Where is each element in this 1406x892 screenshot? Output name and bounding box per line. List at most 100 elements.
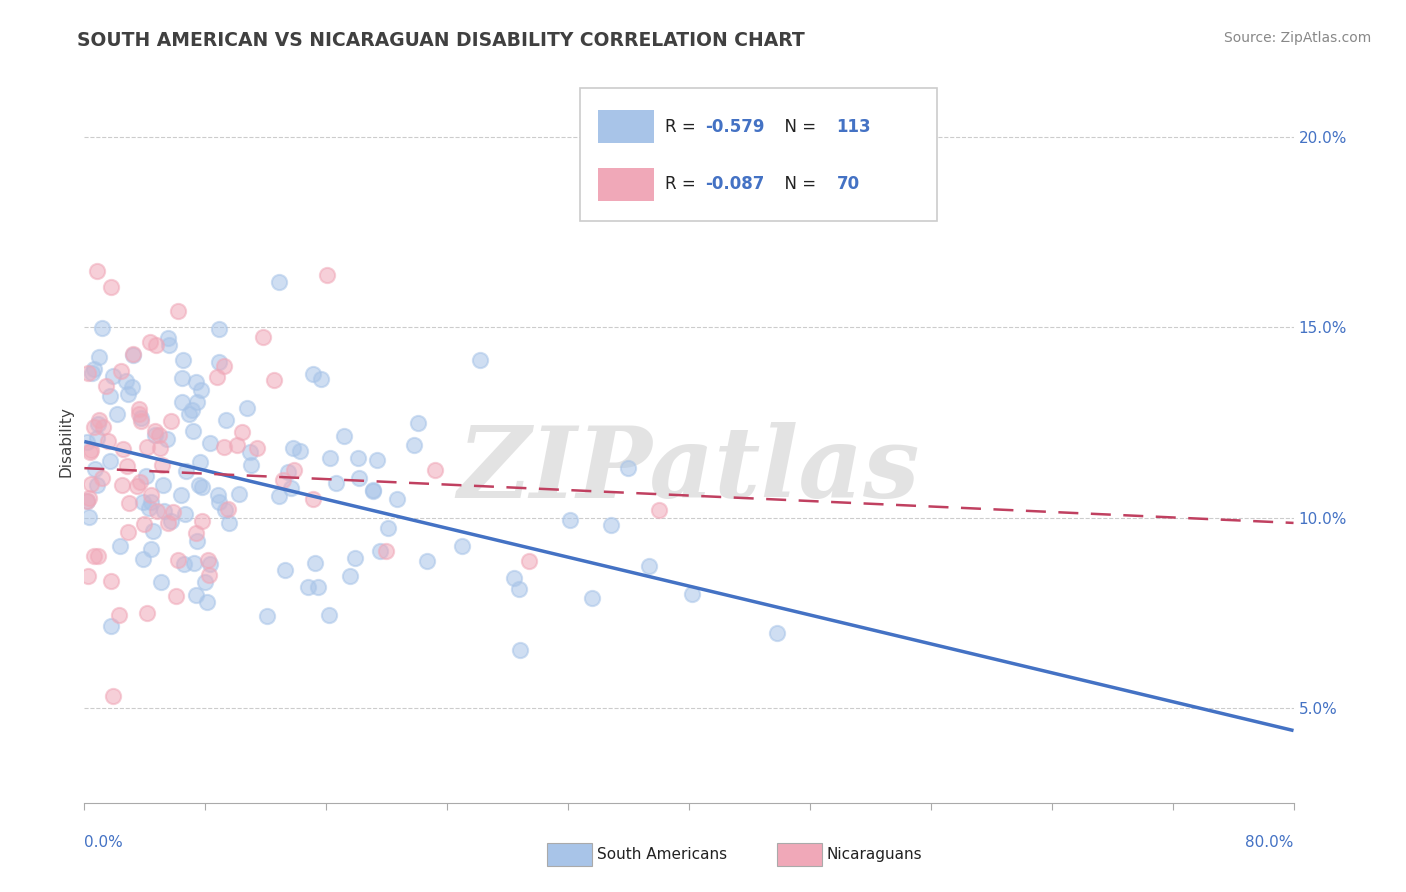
Point (90, 471, 112, 485)
Point (218, 516, 240, 530)
Point (166, 553, 188, 567)
Point (77, 568, 100, 582)
FancyBboxPatch shape (547, 843, 592, 865)
Point (135, 606, 157, 620)
Point (160, 515, 183, 529)
Point (170, 371, 193, 385)
Point (470, 353, 492, 368)
Point (117, 387, 139, 401)
Point (177, 407, 200, 421)
Point (252, 329, 274, 343)
Point (83, 549, 105, 564)
FancyBboxPatch shape (599, 168, 654, 201)
Point (77, 510, 100, 524)
Point (76, 494, 98, 508)
Point (316, 268, 339, 282)
Point (98, 389, 121, 403)
Point (503, 570, 526, 584)
Point (77, 491, 100, 505)
Point (231, 425, 253, 439)
Point (166, 303, 188, 318)
Point (77, 367, 100, 381)
Point (110, 539, 132, 553)
Point (83, 362, 105, 376)
Point (138, 500, 160, 515)
Point (156, 432, 179, 446)
Point (100, 619, 122, 633)
Point (115, 374, 138, 388)
Point (280, 481, 302, 495)
Point (87, 417, 110, 431)
Point (153, 504, 176, 518)
Point (80, 366, 103, 380)
Point (141, 488, 163, 502)
Point (148, 427, 170, 442)
Point (170, 395, 193, 409)
Point (87, 350, 110, 364)
Point (172, 352, 194, 367)
Text: Nicaraguans: Nicaraguans (827, 847, 922, 863)
Point (347, 471, 370, 485)
Point (408, 417, 430, 431)
Point (174, 464, 197, 478)
Point (146, 504, 169, 518)
Point (339, 569, 361, 583)
Point (83, 420, 105, 434)
Point (423, 463, 446, 477)
Point (105, 407, 128, 421)
Point (377, 521, 399, 535)
Point (100, 280, 122, 294)
Point (111, 477, 134, 491)
Point (98, 454, 121, 468)
Point (304, 556, 326, 570)
Point (96, 379, 118, 393)
Point (194, 574, 217, 589)
Point (281, 441, 304, 455)
Text: ZIPatlas: ZIPatlas (458, 422, 920, 518)
Point (181, 402, 204, 417)
Point (195, 595, 218, 609)
Text: 80.0%: 80.0% (1246, 835, 1294, 850)
Point (117, 524, 139, 539)
Point (361, 483, 384, 498)
Text: -0.579: -0.579 (704, 118, 763, 136)
Point (145, 338, 167, 352)
Point (269, 489, 291, 503)
Point (121, 380, 143, 394)
Point (86, 431, 108, 445)
Point (307, 580, 329, 594)
Point (129, 475, 152, 489)
Point (150, 458, 173, 472)
Y-axis label: Disability: Disability (58, 406, 73, 477)
Point (368, 544, 391, 558)
Point (318, 608, 340, 623)
Point (581, 591, 603, 606)
Point (637, 559, 659, 574)
Point (80, 477, 103, 491)
Point (274, 563, 297, 577)
Point (214, 503, 236, 517)
Point (681, 587, 703, 601)
Point (517, 554, 540, 568)
Point (112, 442, 135, 456)
FancyBboxPatch shape (581, 87, 936, 221)
Point (76, 435, 98, 450)
Point (228, 486, 250, 500)
Point (648, 503, 671, 517)
Point (325, 476, 347, 491)
Point (267, 275, 290, 289)
Point (145, 427, 167, 442)
Point (385, 492, 408, 507)
Point (217, 501, 239, 516)
Point (152, 478, 174, 492)
Point (183, 424, 205, 438)
FancyBboxPatch shape (778, 843, 823, 865)
Point (246, 441, 269, 455)
Point (149, 441, 172, 455)
Point (173, 557, 195, 571)
Point (149, 574, 172, 589)
Point (143, 424, 166, 438)
Point (136, 440, 159, 454)
Point (128, 402, 150, 417)
Point (87, 413, 110, 427)
